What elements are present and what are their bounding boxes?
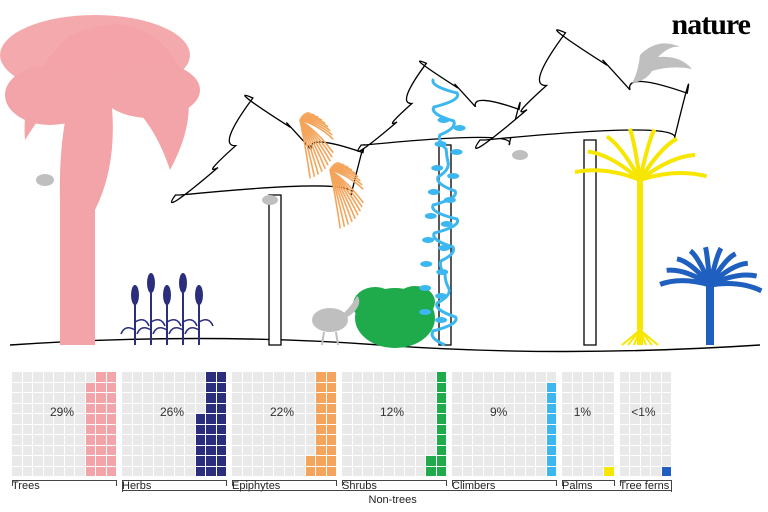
waffle-herbs (122, 372, 226, 476)
waffle-epiphytes (232, 372, 336, 476)
waffle-shrubs (342, 372, 446, 476)
pct-treeferns: <1% (631, 405, 655, 419)
pct-palms: 1% (574, 405, 591, 419)
category-climbers: Climbers (452, 372, 556, 492)
category-shrubs: Shrubs (342, 372, 446, 492)
category-herbs: Herbs (122, 372, 226, 492)
category-trees: Trees (12, 372, 116, 492)
forest-illustration (0, 0, 768, 360)
pct-trees: 29% (50, 405, 74, 419)
waffle-treeferns (620, 372, 672, 476)
pct-shrubs: 12% (380, 405, 404, 419)
category-palms: Palms (562, 372, 614, 492)
waffle-climbers (452, 372, 556, 476)
waffle-trees (12, 372, 116, 476)
pct-herbs: 26% (160, 405, 184, 419)
waffle-palms (562, 372, 614, 476)
axis-nontrees-label: Non-trees (369, 494, 417, 506)
pct-epiphytes: 22% (270, 405, 294, 419)
waffle-chart-row: TreesHerbsEpiphytesShrubsClimbersPalmsTr… (12, 372, 756, 492)
category-epiphytes: Epiphytes (232, 372, 336, 492)
pct-climbers: 9% (490, 405, 507, 419)
axis-row: Non-trees (12, 480, 756, 500)
category-treeferns: Tree ferns (620, 372, 672, 492)
